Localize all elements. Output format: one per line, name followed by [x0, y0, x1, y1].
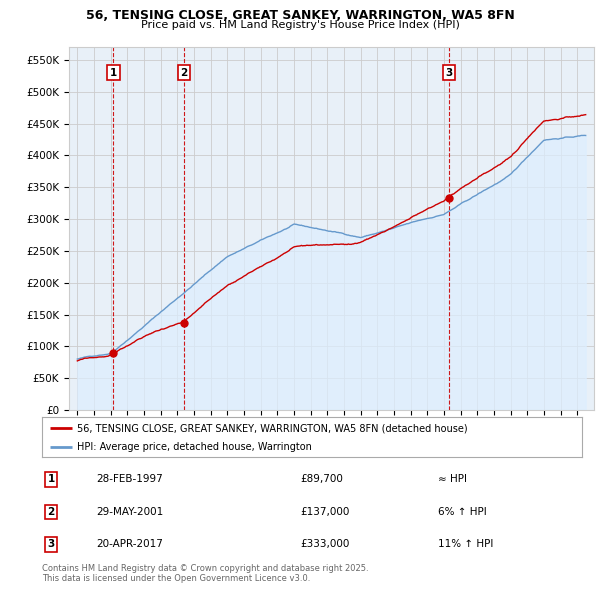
Text: 2: 2: [47, 507, 55, 517]
Text: ≈ HPI: ≈ HPI: [438, 474, 467, 484]
Text: 2: 2: [181, 68, 188, 78]
Text: 11% ↑ HPI: 11% ↑ HPI: [438, 539, 493, 549]
Text: 28-FEB-1997: 28-FEB-1997: [96, 474, 163, 484]
Text: Contains HM Land Registry data © Crown copyright and database right 2025.
This d: Contains HM Land Registry data © Crown c…: [42, 563, 368, 583]
Text: £89,700: £89,700: [300, 474, 343, 484]
Text: 1: 1: [110, 68, 117, 78]
Text: £137,000: £137,000: [300, 507, 349, 517]
Text: 29-MAY-2001: 29-MAY-2001: [96, 507, 163, 517]
Text: 3: 3: [47, 539, 55, 549]
Text: HPI: Average price, detached house, Warrington: HPI: Average price, detached house, Warr…: [77, 442, 312, 452]
Text: 56, TENSING CLOSE, GREAT SANKEY, WARRINGTON, WA5 8FN (detached house): 56, TENSING CLOSE, GREAT SANKEY, WARRING…: [77, 424, 468, 434]
Text: 56, TENSING CLOSE, GREAT SANKEY, WARRINGTON, WA5 8FN: 56, TENSING CLOSE, GREAT SANKEY, WARRING…: [86, 9, 514, 22]
Text: 1: 1: [47, 474, 55, 484]
Text: 20-APR-2017: 20-APR-2017: [96, 539, 163, 549]
Text: £333,000: £333,000: [300, 539, 349, 549]
Text: 6% ↑ HPI: 6% ↑ HPI: [438, 507, 487, 517]
Text: 3: 3: [446, 68, 453, 78]
Text: Price paid vs. HM Land Registry's House Price Index (HPI): Price paid vs. HM Land Registry's House …: [140, 20, 460, 30]
